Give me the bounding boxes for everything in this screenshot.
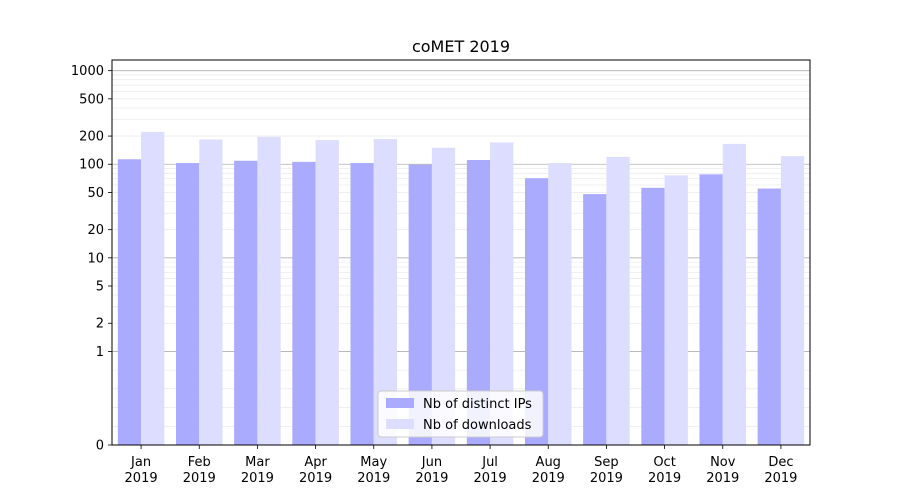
- bar-distinct-ips-dec: [757, 188, 781, 445]
- x-tick-label: Jun 2019: [415, 455, 448, 486]
- y-axis-ticks: 0 1 2 5 10 20 50 100 200 500 1000: [71, 64, 112, 454]
- x-tick-month: Mar: [245, 455, 270, 470]
- x-tick-month: Apr: [304, 455, 327, 470]
- x-tick-year: 2019: [706, 471, 739, 486]
- bar-distinct-ips-mar: [234, 160, 258, 446]
- x-tick-month: Aug: [536, 455, 561, 470]
- legend: Nb of distinct IPs Nb of downloads: [377, 390, 544, 438]
- x-tick-year: 2019: [415, 471, 448, 486]
- legend-swatch: [386, 419, 414, 429]
- x-tick-label: Apr 2019: [299, 455, 332, 486]
- y-tick-label: 100: [79, 158, 104, 173]
- chart-title: coMET 2019: [412, 37, 510, 56]
- bar-distinct-ips-jan: [117, 159, 142, 446]
- bar-distinct-ips-jul: [466, 160, 491, 445]
- y-tick-label: 2: [96, 317, 104, 332]
- plot-frame: [111, 59, 811, 446]
- x-tick-year: 2019: [648, 471, 681, 486]
- x-tick-month: Oct: [653, 455, 675, 470]
- bar-downloads-aug: [548, 163, 572, 445]
- bar-downloads-sep: [606, 156, 630, 446]
- bar-downloads-jul: [490, 142, 514, 445]
- y-tick-label: 1000: [71, 64, 104, 79]
- x-tick-year: 2019: [183, 471, 216, 486]
- bar-downloads-dec: [780, 156, 805, 445]
- bar-downloads-feb: [199, 139, 223, 445]
- x-tick-month: Dec: [768, 455, 793, 470]
- bars: [117, 131, 805, 446]
- x-tick-month: Sep: [594, 455, 619, 470]
- y-tick-label: 10: [87, 251, 104, 266]
- bar-downloads-apr: [315, 140, 339, 446]
- x-tick-label: Sep 2019: [590, 455, 623, 486]
- x-tick-year: 2019: [299, 471, 332, 486]
- x-tick-label: Nov 2019: [706, 455, 739, 486]
- x-tick-label: May 2019: [357, 455, 390, 486]
- y-tick-label: 20: [87, 223, 104, 238]
- bar-distinct-ips-feb: [175, 163, 200, 445]
- bar-distinct-ips-sep: [583, 194, 607, 445]
- legend-swatch: [386, 398, 414, 408]
- y-tick-label: 5: [96, 280, 104, 295]
- bar-downloads-jan: [141, 131, 165, 445]
- bar-distinct-ips-aug: [524, 178, 549, 445]
- x-tick-year: 2019: [357, 471, 390, 486]
- x-tick-label: Aug 2019: [532, 455, 565, 486]
- x-tick-month: May: [360, 455, 387, 470]
- x-tick-year: 2019: [125, 471, 158, 486]
- bar-downloads-nov: [722, 143, 747, 445]
- bar-downloads-jun: [431, 147, 456, 445]
- x-tick-label: Feb 2019: [183, 455, 216, 486]
- y-tick-label: 1: [96, 345, 104, 360]
- legend-label: Nb of distinct IPs: [423, 397, 532, 412]
- bar-distinct-ips-may: [350, 163, 374, 445]
- y-tick-label: 500: [79, 92, 104, 107]
- bar-downloads-oct: [664, 175, 688, 445]
- y-tick-label: 0: [96, 439, 104, 454]
- x-tick-label: Jul 2019: [474, 455, 507, 486]
- legend-label: Nb of downloads: [423, 418, 532, 433]
- legend-box: [377, 390, 544, 438]
- x-tick-label: Oct 2019: [648, 455, 681, 486]
- x-tick-year: 2019: [590, 471, 623, 486]
- x-tick-month: Jun: [421, 455, 442, 470]
- bar-distinct-ips-oct: [641, 187, 665, 445]
- y-tick-label: 50: [87, 186, 104, 201]
- x-tick-year: 2019: [532, 471, 565, 486]
- bar-downloads-mar: [257, 136, 281, 446]
- bar-downloads-may: [373, 139, 398, 445]
- x-tick-label: Mar 2019: [241, 455, 274, 486]
- x-tick-month: Feb: [188, 455, 211, 470]
- x-tick-year: 2019: [241, 471, 274, 486]
- x-tick-month: Jul: [481, 455, 498, 470]
- bar-distinct-ips-jun: [408, 164, 432, 445]
- bar-distinct-ips-apr: [292, 161, 316, 445]
- grid-lines: [112, 70, 810, 427]
- y-tick-label: 200: [79, 130, 104, 145]
- x-tick-label: Jan 2019: [125, 455, 158, 486]
- x-tick-label: Dec 2019: [764, 455, 797, 486]
- bar-distinct-ips-nov: [699, 174, 723, 445]
- x-tick-year: 2019: [764, 471, 797, 486]
- x-tick-month: Nov: [710, 455, 736, 470]
- x-tick-month: Jan: [130, 455, 151, 470]
- x-tick-year: 2019: [474, 471, 507, 486]
